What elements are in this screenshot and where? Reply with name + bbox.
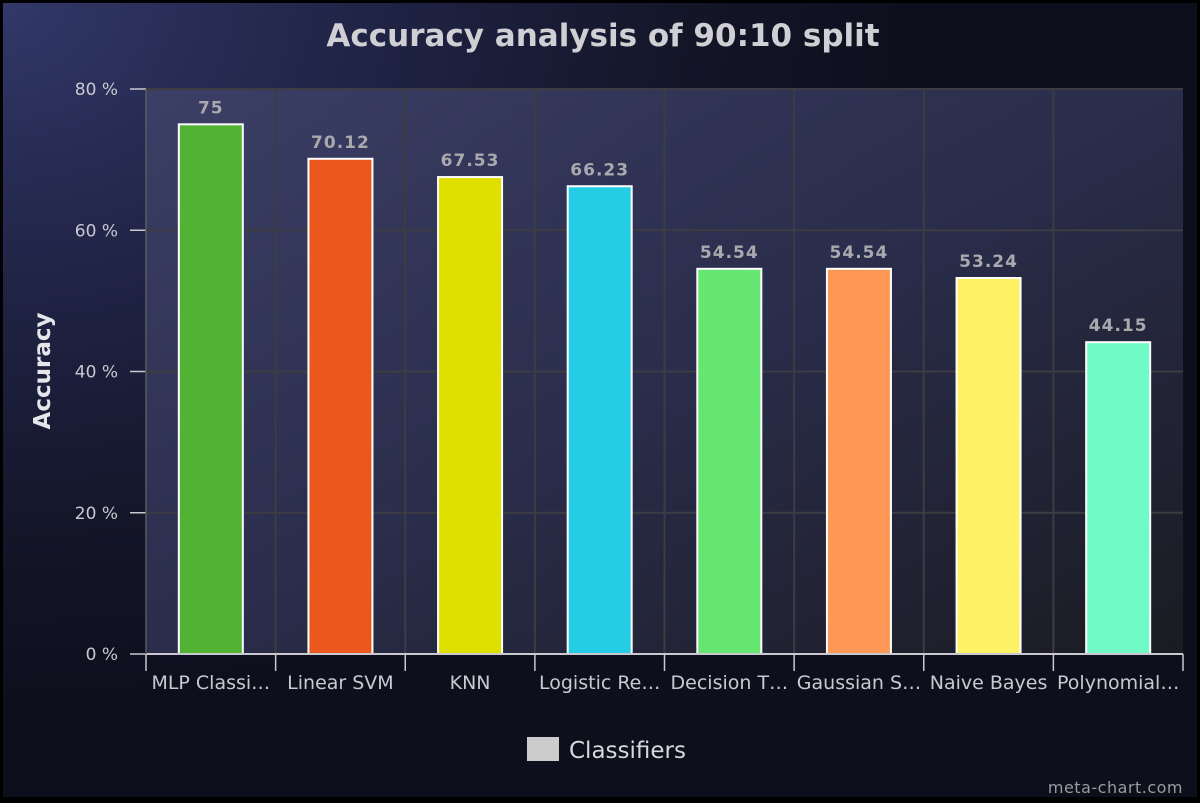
x-tick-label: KNN [450, 672, 491, 694]
data-label: 54.54 [700, 243, 759, 263]
data-label: 70.12 [311, 133, 370, 153]
bar [566, 185, 633, 656]
bar [177, 123, 244, 655]
x-tick-label: Linear SVM [287, 672, 394, 694]
legend-swatch [527, 737, 559, 761]
data-label: 66.23 [570, 160, 629, 180]
data-label: 67.53 [441, 151, 500, 171]
x-tick-label: Logistic Re… [539, 672, 660, 694]
data-label: 44.15 [1089, 316, 1148, 336]
bar [307, 157, 374, 655]
watermark: meta-chart.com [1048, 778, 1183, 797]
bar [696, 267, 763, 655]
chart-text: Accuracy analysis of 90:10 split Accurac… [30, 18, 1183, 797]
chart-title: Accuracy analysis of 90:10 split [326, 18, 879, 54]
x-tick-label: Naive Bayes [930, 672, 1048, 694]
y-tick-label: 80 % [75, 80, 118, 100]
y-tick-label: 60 % [75, 221, 118, 241]
x-tick-label: MLP Classi… [151, 672, 270, 694]
bar [437, 176, 504, 656]
y-tick-label: 20 % [75, 504, 118, 524]
bar [955, 276, 1022, 655]
data-label: 54.54 [830, 243, 889, 263]
legend-label: Classifiers [569, 738, 686, 764]
data-label: 75 [198, 98, 224, 118]
bar-chart: 75 70.12 67.53 66.23 54.54 54.54 53.24 44.15 0 … [30, 18, 1184, 797]
y-tick-label: 0 % [86, 645, 118, 665]
bar [1085, 341, 1152, 655]
x-tick-label: Gaussian S… [797, 672, 921, 694]
axes: 0 % 20 % 40 % 60 % 80 % MLP Classi… Linear SVM… [75, 80, 1184, 694]
x-tick-label: Decision T… [671, 672, 789, 694]
bars: 75 70.12 67.53 66.23 54.54 54.54 53.24 44.15 [177, 98, 1152, 656]
bar [825, 267, 892, 655]
y-tick-label: 40 % [75, 363, 118, 383]
x-tick-label: Polynomial… [1057, 672, 1179, 694]
y-axis-label: Accuracy [30, 313, 56, 430]
data-label: 53.24 [959, 252, 1018, 272]
